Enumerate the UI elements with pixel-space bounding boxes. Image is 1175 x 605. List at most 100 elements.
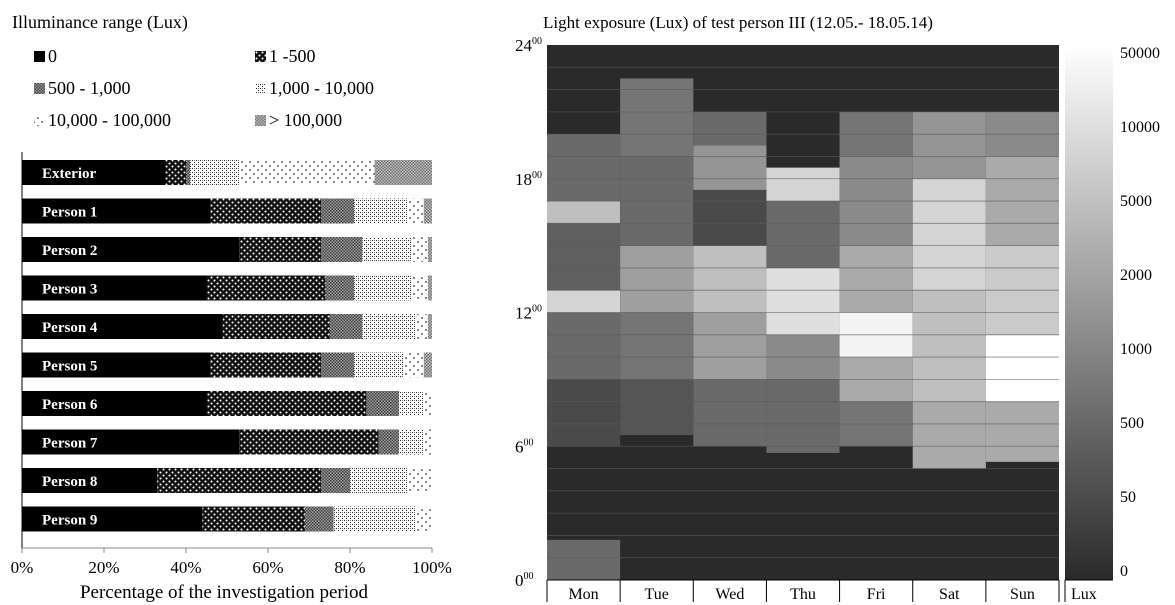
legend-swatch-2 [34, 83, 45, 94]
bar-segment [22, 275, 207, 301]
bar-segment [165, 160, 186, 185]
heatmap-cell [693, 145, 767, 190]
heatmap-cell [547, 201, 621, 224]
legend-label-4: 10,000 - 100,000 [48, 110, 171, 130]
bar-segment [423, 198, 432, 224]
bar-segment [210, 352, 322, 378]
day-label: Sat [939, 586, 960, 603]
bar-category-label: Exterior [42, 166, 96, 182]
plot-area: Exterior Person 1 Person 2 Person 3 Person 4… [22, 160, 432, 532]
heatmap-cell [693, 379, 767, 447]
heatmap-cell [766, 267, 840, 335]
legend-swatch-5 [255, 115, 266, 126]
heatmap-plot [547, 45, 1059, 580]
bar-segment [423, 391, 432, 416]
day-label: Tue [645, 586, 669, 603]
legend-label-2: 500 - 1,000 [48, 78, 131, 98]
bar-segment [411, 275, 428, 301]
colorbar: 0 50 500 1000 2000 5000 10000 50000 Lux [1064, 45, 1160, 603]
colorbar-tick-label: 10000 [1120, 119, 1160, 136]
bar-segment [22, 352, 211, 378]
bar-segment [210, 198, 322, 224]
bar-segment [423, 352, 432, 378]
bar-segment [427, 314, 432, 339]
heatmap-cell [766, 167, 840, 202]
x-tick-label: 80% [334, 558, 365, 577]
legend-label-3: 1,000 - 10,000 [269, 78, 374, 98]
colorbar-tick-label: 5000 [1120, 193, 1152, 210]
bar-segment [304, 506, 334, 532]
bar-segment [411, 237, 428, 262]
bar-segment [325, 275, 355, 301]
x-axis-label: Percentage of the investigation period [80, 582, 369, 603]
colorbar-tick-label: 500 [1120, 415, 1144, 432]
heatmap-cell [620, 379, 694, 436]
x-tick-label: 0% [11, 558, 34, 577]
bar-category-label: Person 5 [42, 359, 97, 375]
heatmap-cell [766, 201, 840, 268]
bar-segment [22, 198, 211, 224]
heatmap-cell [547, 290, 621, 313]
light-exposure-heatmap: Light exposure (Lux) of test person III … [515, 13, 1160, 603]
bar-segment [22, 160, 166, 185]
heatmap-cell [547, 539, 621, 580]
bar-segment [407, 198, 424, 224]
x-tick-label: 40% [170, 558, 201, 577]
bar-segment [407, 468, 432, 493]
bar-segment [22, 237, 240, 262]
bar-category-label: Person 1 [42, 205, 97, 221]
heatmap-cell [912, 290, 986, 402]
bar-segment [206, 275, 326, 301]
heatmap-cell [547, 223, 621, 291]
bar-segment [415, 506, 432, 532]
legend-title: Illuminance range (Lux) [12, 12, 188, 33]
x-axis: 0% 20% 40% 60% 80% 100% [11, 152, 452, 577]
bar-segment [427, 275, 432, 301]
legend-swatch-3 [255, 83, 266, 94]
heatmap-cell [693, 245, 767, 313]
day-label: Mon [568, 586, 598, 603]
bar-category-label: Person 7 [42, 436, 98, 452]
bar-segment [423, 429, 432, 455]
day-label: Thu [790, 586, 816, 603]
y-tick-label: 12 [515, 304, 532, 323]
bar-segment [366, 391, 400, 416]
heatmap-cell [766, 379, 840, 453]
y-tick-minutes: 00 [532, 36, 542, 47]
bar-segment [239, 237, 322, 262]
bar-segment [399, 391, 424, 416]
y-tick-label: 18 [515, 170, 532, 189]
heatmap-cell [620, 245, 694, 313]
bar-segment [321, 468, 350, 493]
bar-segment [22, 506, 203, 532]
x-tick-label: 20% [88, 558, 119, 577]
colorbar-label: Lux [1071, 586, 1097, 603]
bar-segment [329, 314, 363, 339]
day-label: Wed [715, 586, 744, 603]
bar-segment [321, 198, 355, 224]
bar-segment [22, 429, 240, 455]
bar-segment [362, 237, 412, 262]
heatmap-cell [985, 334, 1059, 402]
heatmap-cell [985, 401, 1059, 462]
bar-segment [202, 506, 305, 532]
bar-category-label: Person 2 [42, 243, 97, 259]
colorbar-tick-label: 50000 [1120, 45, 1160, 62]
legend-swatch-1 [255, 51, 266, 62]
legend-label-5: > 100,000 [269, 110, 342, 130]
bar-segment [157, 468, 322, 493]
heatmap-cell [912, 401, 986, 469]
bar-segment [350, 468, 408, 493]
bar-segment [378, 429, 400, 455]
bar-category-label: Person 9 [42, 513, 97, 529]
heatmap-cell [620, 312, 694, 380]
bar-category-label: Person 6 [42, 397, 98, 413]
bar-segment [22, 391, 207, 416]
day-label: Fri [867, 586, 886, 603]
bar-segment [399, 429, 424, 455]
colorbar-tick-label: 50 [1120, 489, 1136, 506]
y-tick-label: 0 [515, 571, 524, 590]
heatmap-cell [547, 134, 621, 202]
bar-segment [321, 237, 363, 262]
